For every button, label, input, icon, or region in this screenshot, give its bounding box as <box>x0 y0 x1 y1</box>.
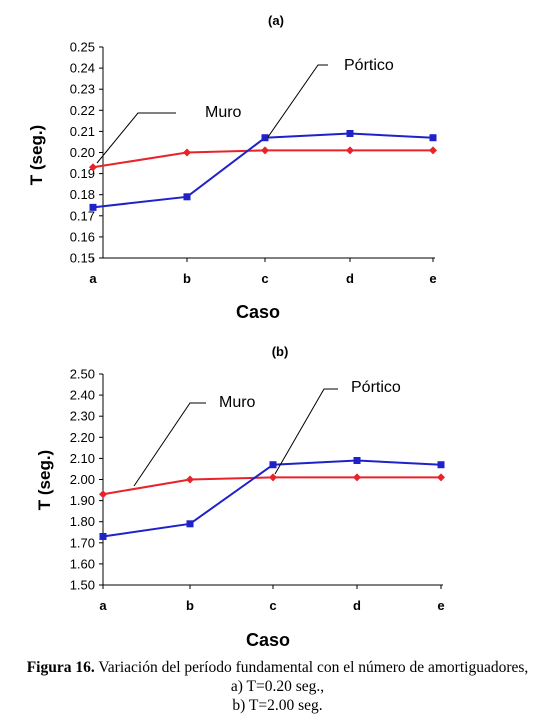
caption-label: Figura 16. <box>26 659 95 676</box>
chart-a-y-tick-label: 0.25 <box>70 40 95 55</box>
chart-a-label-leader-pórtico <box>267 64 328 138</box>
chart-a-point-muro <box>89 163 97 172</box>
chart-b-x-tick-label: c <box>269 598 276 613</box>
chart-b-point-muro <box>269 473 277 482</box>
chart-b-label-leader-pórtico <box>274 388 338 475</box>
chart-b-point-pórtico <box>186 520 194 528</box>
chart-a-x-tick-label: c <box>261 271 268 286</box>
chart-b-x-axis-label: Caso <box>246 630 290 650</box>
chart-b-y-tick-label: 2.30 <box>70 409 95 424</box>
chart-a-y-tick-label: 0.16 <box>70 229 95 244</box>
chart-b-label-leader-muro <box>133 402 206 487</box>
chart-a-y-axis-label: T (seg.) <box>27 125 46 185</box>
chart-b-y-tick-label: 2.40 <box>70 388 95 403</box>
chart-b-point-pórtico <box>353 457 361 465</box>
chart-b-point-muro <box>353 473 361 482</box>
chart-b-y-tick-label: 2.10 <box>70 451 95 466</box>
chart-a-y-tick-label: 0.18 <box>70 187 95 202</box>
chart-b-point-muro <box>186 475 194 484</box>
chart-b-x-tick-label: a <box>99 598 107 613</box>
chart-a-point-muro <box>183 148 191 157</box>
chart-a-y-tick-label: 0.24 <box>70 61 95 76</box>
chart-a-point-muro <box>429 146 437 155</box>
chart-a-point-pórtico <box>89 203 97 211</box>
chart-a-x-tick-label: e <box>429 271 436 286</box>
chart-a-point-muro <box>346 146 354 155</box>
chart-a-y-tick-label: 0.19 <box>70 166 95 181</box>
chart-b-y-tick-label: 1.60 <box>70 556 95 571</box>
chart-b-y-tick-label: 1.80 <box>70 514 95 529</box>
chart-b-y-axis-label: T (seg.) <box>35 450 54 510</box>
chart-b-point-pórtico <box>269 461 277 469</box>
chart-a-point-pórtico <box>261 134 269 142</box>
chart-b-y-tick-label: 1.50 <box>70 578 95 593</box>
chart-a-series-muro-line <box>92 149 433 169</box>
chart-b-y-tick-label: 2.20 <box>70 430 95 445</box>
chart-a-y-tick-label: 0.23 <box>70 82 95 97</box>
figure-caption: Figura 16. Variación del período fundame… <box>0 658 555 715</box>
chart-a-y-tick-label: 0.20 <box>70 145 95 160</box>
chart-a-x-axis-label: Caso <box>236 302 280 322</box>
chart-a-y-tick-label: 0.15 <box>70 251 95 266</box>
chart-b-point-muro <box>99 490 107 499</box>
chart-b-y-tick-label: 1.70 <box>70 535 95 550</box>
chart-b-series-label-muro: Muro <box>219 394 256 411</box>
chart-a-y-tick-label: 0.22 <box>70 103 95 118</box>
chart-a-label-leader-muro <box>96 112 176 164</box>
chart-b-point-pórtico <box>99 532 107 540</box>
caption-line-b: b) T=2.00 seg. <box>232 697 323 714</box>
chart-a-y-tick-label: 0.17 <box>70 208 95 223</box>
chart-b-y-tick-label: 2.50 <box>70 367 95 382</box>
chart-a-x-tick-label: d <box>346 271 354 286</box>
chart-a-title: (a) <box>268 13 284 28</box>
chart-a-series-label-muro: Muro <box>205 104 242 121</box>
chart-a-x-tick-label: a <box>89 271 97 286</box>
chart-a-point-pórtico <box>183 193 191 201</box>
chart-b-x-tick-label: b <box>186 598 194 613</box>
chart-b-point-muro <box>437 473 445 482</box>
chart-b-title: (b) <box>272 344 289 359</box>
caption-text: Variación del período fundamental con el… <box>94 659 529 676</box>
chart-a-y-tick-label: 0.21 <box>70 124 95 139</box>
chart-b-y-tick-label: 2.00 <box>70 472 95 487</box>
chart-b-series-label-pórtico: Pórtico <box>351 379 401 396</box>
chart-b-point-pórtico <box>437 461 445 469</box>
chart-a-x-tick-label: b <box>183 271 191 286</box>
chart-a-series-label-pórtico: Pórtico <box>344 57 394 74</box>
chart-a-point-pórtico <box>346 130 354 138</box>
chart-a-point-pórtico <box>429 134 437 142</box>
chart-b-x-tick-label: d <box>353 598 361 613</box>
chart-b-y-tick-label: 1.90 <box>70 493 95 508</box>
chart-a-series-pórtico-line <box>92 132 434 209</box>
caption-line-a: a) T=0.20 seg., <box>230 678 325 695</box>
chart-a-point-muro <box>261 146 269 155</box>
chart-b-series-pórtico-line <box>102 459 442 538</box>
chart-b-x-tick-label: e <box>437 598 444 613</box>
